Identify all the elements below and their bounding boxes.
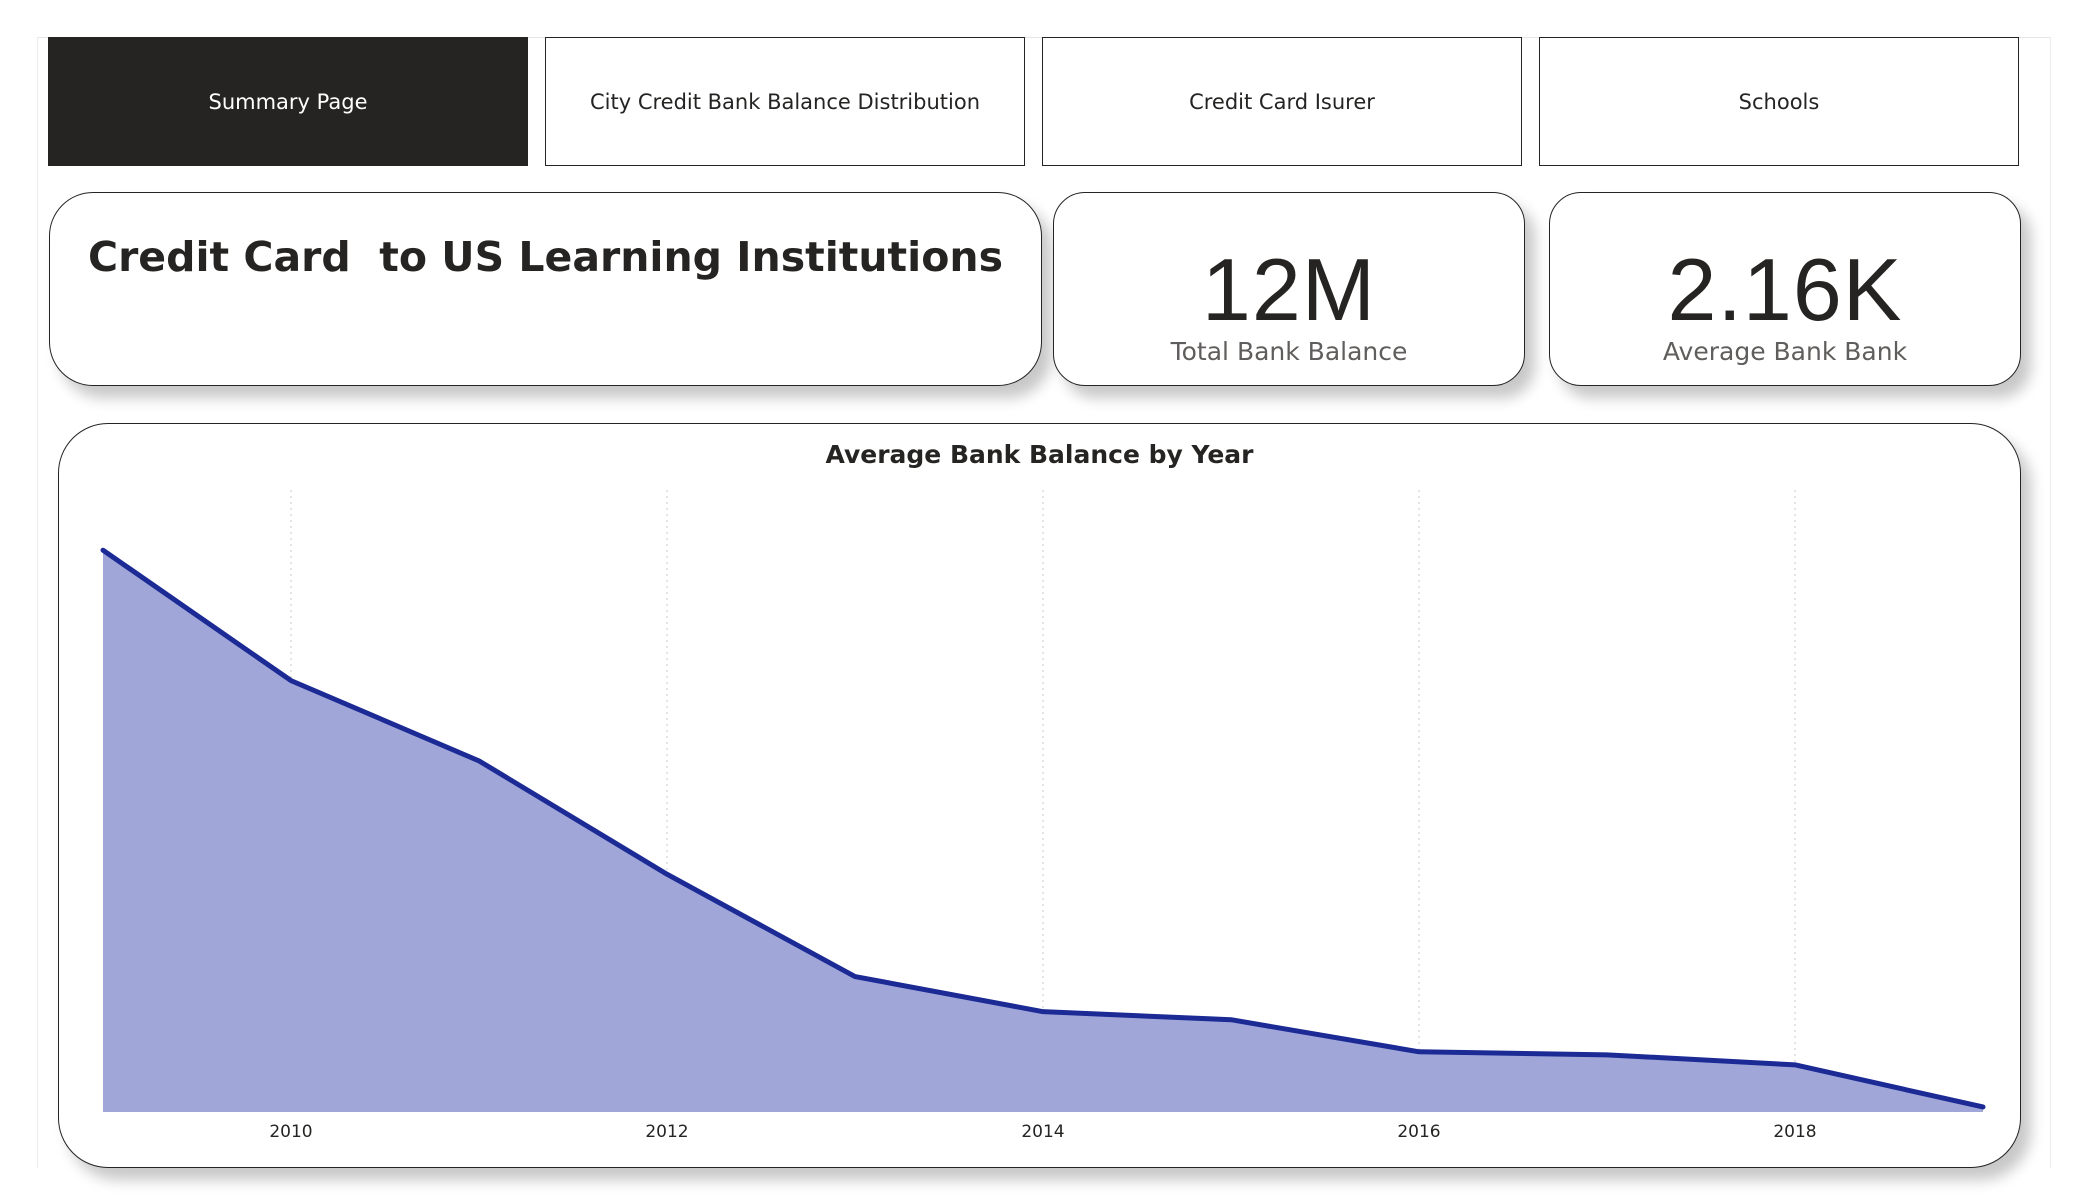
nav-button-summary[interactable]: Summary Page [48,37,528,166]
title-card: Credit Card to US Learning Institutions [49,192,1042,386]
x-tick-label-2016: 2016 [1397,1122,1440,1142]
kpi-total-value: 12M [1201,240,1377,339]
data-point-2015[interactable] [1225,1014,1237,1026]
nav-button-city-distribution[interactable]: City Credit Bank Balance Distribution [545,37,1025,166]
data-point-2012[interactable] [661,868,673,880]
nav-button-credit-card-issuer[interactable]: Credit Card Isurer [1042,37,1522,166]
data-point-2018[interactable] [1789,1059,1801,1071]
data-point-2017[interactable] [1601,1049,1613,1061]
chart-title: Average Bank Balance by Year [825,440,1254,469]
data-point-2013[interactable] [849,971,861,983]
kpi-card-average-balance: 2.16K Average Bank Bank [1549,192,2021,386]
x-tick-label-2012: 2012 [645,1122,688,1142]
data-point-2014[interactable] [1037,1006,1049,1018]
x-tick-label-2014: 2014 [1021,1122,1064,1142]
series-line [100,547,1986,1110]
data-point-2016[interactable] [1413,1046,1425,1058]
chart-card: Average Bank Balance by Year 2010 2012 201… [58,423,2021,1168]
x-tick-label-2010: 2010 [269,1122,312,1142]
dashboard-title: Credit Card to US Learning Institutions [88,233,1003,281]
data-point-2019[interactable] [1977,1101,1989,1113]
nav-button-schools[interactable]: Schools [1539,37,2019,166]
data-point-2009[interactable] [97,544,109,556]
kpi-card-total-balance: 12M Total Bank Balance [1053,192,1525,386]
kpi-average-label: Average Bank Bank [1662,337,1908,366]
data-point-2011[interactable] [473,755,485,767]
kpi-total-label: Total Bank Balance [1170,337,1408,366]
area-chart: 2010 2012 2014 2016 2018 [97,490,1989,1142]
area-fill [103,550,1983,1112]
x-tick-label-2018: 2018 [1773,1122,1816,1142]
data-point-2010[interactable] [285,675,297,687]
kpi-average-value: 2.16K [1667,240,1903,339]
